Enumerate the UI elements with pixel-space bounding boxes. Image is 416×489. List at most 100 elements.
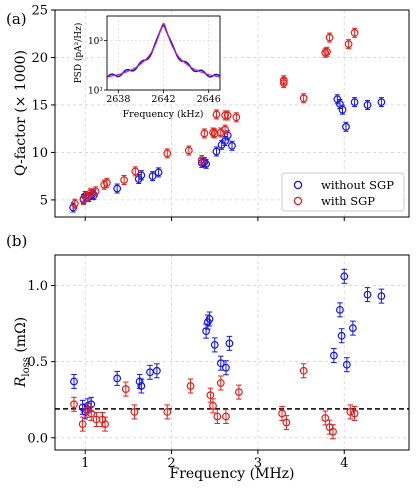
panel-a-y-tick-label: 15	[31, 98, 48, 113]
data-point-without-sgp	[340, 272, 349, 281]
data-point-with-sgp	[279, 76, 288, 85]
data-point-with-sgp	[223, 111, 232, 120]
data-point-without-sgp	[70, 377, 78, 386]
data-point-with-sgp	[350, 28, 359, 37]
data-point-with-sgp	[102, 178, 111, 187]
data-point-with-sgp	[282, 418, 291, 427]
data-point-with-sgp	[87, 409, 96, 418]
panel-b-x-tick-label: 1	[81, 456, 89, 471]
inset-x-axis-label: Frequency (kHz)	[123, 109, 204, 120]
inset-y-tick-label: 10³	[88, 37, 103, 47]
inset-curves	[106, 22, 220, 78]
panel-b-y-axis-symbol: R	[13, 376, 29, 388]
data-point-with-sgp	[86, 189, 95, 198]
panel-a: 5 10 15 20 25 (a) Q-factor (× 1000) without …	[6, 4, 410, 221]
data-point-without-sgp	[202, 327, 210, 336]
panel-a-y-tick-label: 25	[31, 4, 48, 19]
data-point-with-sgp	[70, 199, 79, 208]
data-point-without-sgp	[152, 366, 161, 375]
data-point-without-sgp	[113, 374, 122, 383]
data-point-without-sgp	[350, 98, 359, 107]
inset-ticks: 2638 2642 2646 10¹ 10³	[88, 37, 221, 105]
panel-b-points	[70, 268, 386, 440]
legend-label-with-sgp: with SGP	[321, 194, 375, 208]
data-point-with-sgp	[120, 176, 128, 184]
data-point-with-sgp	[325, 33, 334, 42]
inset-x-tick-label: 2642	[151, 94, 175, 105]
panel-a-frame	[54, 9, 410, 218]
data-point-with-sgp	[350, 409, 359, 418]
panel-b-y-tick-label: 0.5	[27, 355, 48, 370]
data-point-with-sgp	[235, 388, 243, 397]
data-point-without-sgp	[337, 331, 346, 340]
data-point-with-sgp	[329, 427, 337, 436]
legend-marker-without-sgp	[293, 180, 303, 190]
panel-a-points	[69, 27, 386, 213]
data-point-without-sgp	[146, 368, 154, 377]
panel-b-x-axis-label: Frequency (MHz)	[169, 466, 294, 482]
data-point-with-sgp	[212, 110, 221, 119]
panel-b-label: (b)	[6, 232, 27, 250]
panel-b-y-axis-subscript: loss	[21, 357, 32, 376]
data-point-without-sgp	[348, 324, 357, 333]
data-point-without-sgp	[363, 290, 372, 299]
data-point-with-sgp	[299, 94, 308, 103]
data-point-without-sgp	[225, 339, 234, 348]
panel-a-y-tick-label: 5	[40, 193, 48, 208]
data-point-without-sgp	[338, 105, 347, 114]
data-point-without-sgp	[69, 203, 78, 212]
data-point-without-sgp	[329, 351, 338, 360]
data-point-with-sgp	[101, 420, 109, 429]
data-point-without-sgp	[154, 168, 163, 177]
inset-x-tick-label: 2638	[106, 94, 130, 105]
legend-label-without-sgp: without SGP	[321, 178, 394, 192]
data-point-with-sgp	[91, 187, 100, 196]
inset-psd-plot: 2638 2642 2646 10¹ 10³ Frequency (kHz) PSD (…	[73, 15, 221, 120]
data-point-with-sgp	[278, 409, 286, 418]
data-point-without-sgp	[222, 363, 230, 372]
panel-b-y-axis-unit: (mΩ)	[13, 317, 29, 357]
panel-b-y-tick-label: 1.0	[27, 279, 48, 294]
panel-b-ticks: 1 2 3 4 0.0 0.5 1.0	[27, 279, 348, 471]
panel-a-y-tick-label: 10	[31, 146, 48, 161]
inset-x-tick-label: 2646	[197, 94, 221, 105]
data-point-with-sgp	[184, 146, 193, 155]
data-point-without-sgp	[205, 315, 214, 323]
inset-y-axis-label: PSD (pA²/Hz)	[73, 23, 84, 84]
data-point-without-sgp	[336, 305, 344, 314]
legend-marker-with-sgp	[293, 196, 303, 206]
inset-psd-fit-curve	[106, 22, 220, 78]
panel-a-y-tick-label: 20	[31, 51, 48, 66]
data-point-with-sgp	[213, 412, 222, 421]
panel-b-x-tick-label: 2	[167, 456, 175, 471]
data-point-without-sgp	[212, 147, 221, 156]
data-point-without-sgp	[342, 360, 351, 369]
data-point-with-sgp	[344, 40, 353, 49]
data-point-with-sgp	[163, 408, 172, 416]
panel-b-x-tick-label: 3	[254, 456, 262, 471]
data-point-without-sgp	[210, 340, 219, 349]
data-point-without-sgp	[135, 377, 144, 386]
data-point-with-sgp	[70, 400, 78, 409]
data-point-with-sgp	[197, 156, 206, 164]
panel-b-frame	[54, 254, 410, 451]
data-point-with-sgp	[121, 385, 130, 393]
data-point-without-sgp	[113, 184, 122, 193]
data-point-with-sgp	[186, 382, 195, 390]
data-point-with-sgp	[321, 414, 330, 422]
data-point-without-sgp	[148, 172, 157, 181]
data-point-without-sgp	[202, 159, 210, 168]
panel-a-y-ticks: 5 10 15 20 25	[31, 4, 345, 221]
data-point-with-sgp	[131, 167, 140, 176]
data-point-with-sgp	[222, 412, 230, 421]
data-point-with-sgp	[221, 111, 229, 120]
data-point-with-sgp	[221, 125, 229, 134]
data-point-with-sgp	[200, 129, 209, 138]
data-point-without-sgp	[342, 122, 350, 131]
data-point-with-sgp	[216, 379, 225, 387]
inset-psd-data-trace	[107, 24, 220, 78]
data-point-with-sgp	[209, 401, 217, 410]
data-point-with-sgp	[299, 366, 308, 375]
data-point-with-sgp	[163, 149, 172, 158]
